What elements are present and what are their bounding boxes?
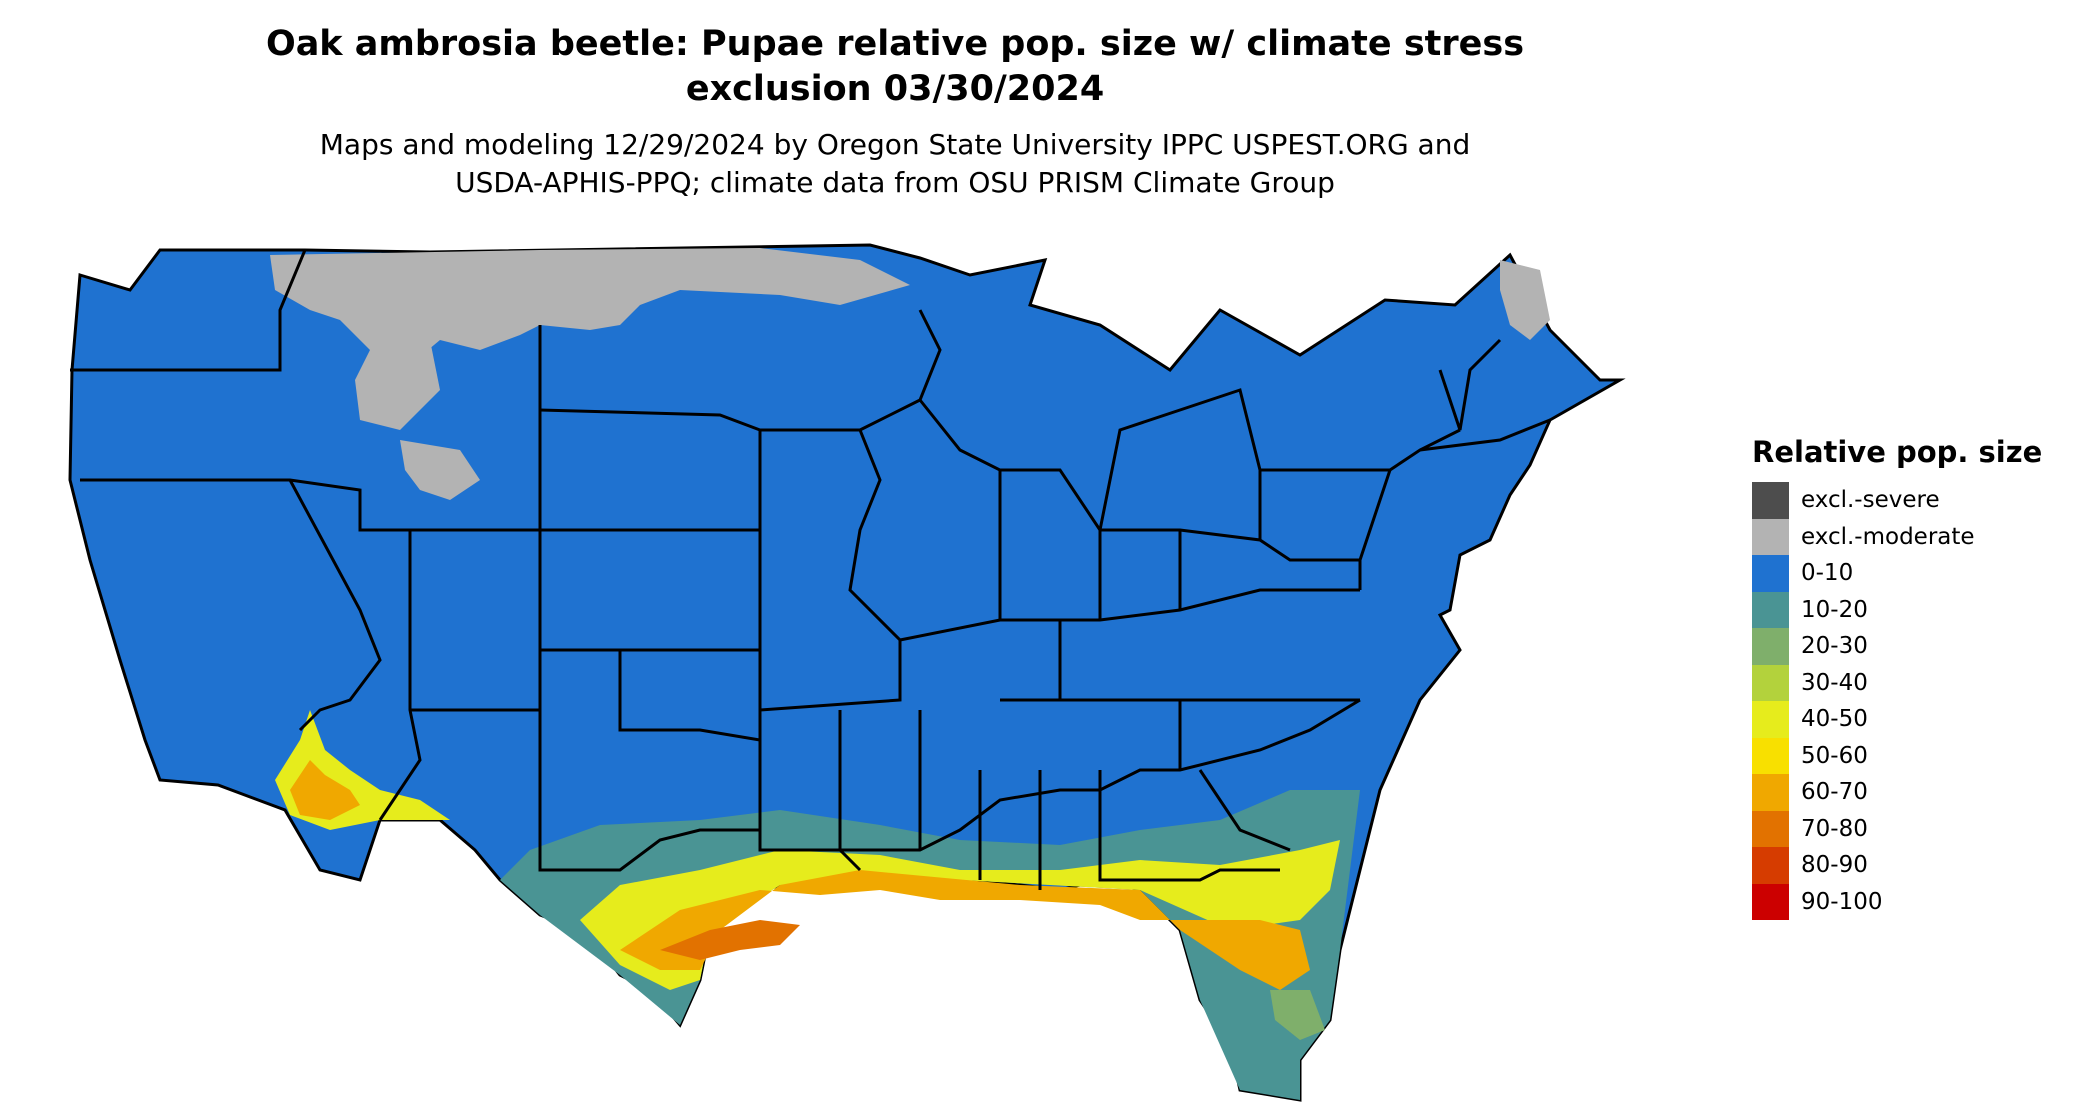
band-60-70-southwest bbox=[290, 760, 360, 820]
legend-label: 30-40 bbox=[1801, 669, 1868, 696]
legend-label: 20-30 bbox=[1801, 633, 1868, 660]
legend-label: 50-60 bbox=[1801, 742, 1868, 769]
legend-label: 10-20 bbox=[1801, 596, 1868, 623]
legend-swatch bbox=[1752, 591, 1789, 628]
excluded-colorado bbox=[400, 440, 480, 500]
subtitle-line1: Maps and modeling 12/29/2024 by Oregon S… bbox=[319, 128, 1471, 161]
legend-label: excl.-severe bbox=[1801, 487, 1940, 514]
legend-label: 60-70 bbox=[1801, 779, 1868, 806]
legend-item: excl.-severe bbox=[1752, 482, 2042, 519]
legend-label: 40-50 bbox=[1801, 706, 1868, 733]
map-subtitle: Maps and modeling 12/29/2024 by Oregon S… bbox=[0, 126, 1790, 202]
legend-swatch bbox=[1752, 883, 1789, 920]
legend-label: 70-80 bbox=[1801, 815, 1868, 842]
legend-label: 80-90 bbox=[1801, 852, 1868, 879]
legend-swatch bbox=[1752, 847, 1789, 884]
band-40-50 bbox=[580, 840, 1340, 990]
legend-item: 60-70 bbox=[1752, 774, 2042, 811]
legend-item: 10-20 bbox=[1752, 591, 2042, 628]
legend-swatch bbox=[1752, 482, 1789, 519]
us-landmass bbox=[68, 243, 1626, 1102]
legend-item: 50-60 bbox=[1752, 737, 2042, 774]
excluded-wyoming bbox=[355, 330, 440, 430]
legend-swatch bbox=[1752, 628, 1789, 665]
subtitle-line2: USDA-APHIS-PPQ; climate data from OSU PR… bbox=[455, 166, 1335, 199]
legend-rows: excl.-severe excl.-moderate 0-10 10-20 20-30… bbox=[1752, 482, 2042, 920]
legend-swatch bbox=[1752, 737, 1789, 774]
legend-swatch bbox=[1752, 555, 1789, 592]
legend-item: 20-30 bbox=[1752, 628, 2042, 665]
band-70-80 bbox=[660, 920, 800, 960]
legend-swatch bbox=[1752, 664, 1789, 701]
legend-item: 80-90 bbox=[1752, 847, 2042, 884]
title-block: Oak ambrosia beetle: Pupae relative pop.… bbox=[0, 22, 1790, 202]
legend-label: excl.-moderate bbox=[1801, 523, 1975, 550]
legend-label: 0-10 bbox=[1801, 560, 1854, 587]
us-map bbox=[68, 243, 1626, 1102]
band-60-70 bbox=[620, 870, 1310, 990]
legend-item: 0-10 bbox=[1752, 555, 2042, 592]
excluded-montana bbox=[270, 250, 540, 365]
legend-item: 40-50 bbox=[1752, 701, 2042, 738]
excluded-maine bbox=[1500, 260, 1550, 340]
legend-swatch bbox=[1752, 701, 1789, 738]
legend-swatch bbox=[1752, 774, 1789, 811]
legend-item: 90-100 bbox=[1752, 883, 2042, 920]
legend-label: 90-100 bbox=[1801, 888, 1883, 915]
map-title-line2: exclusion 03/30/2024 bbox=[685, 69, 1105, 109]
legend-item: 70-80 bbox=[1752, 810, 2042, 847]
excluded-dakotas bbox=[540, 248, 910, 330]
map-legend: Relative pop. size excl.-severe excl.-mod… bbox=[1752, 432, 2042, 920]
legend-swatch bbox=[1752, 518, 1789, 555]
state-borders bbox=[70, 249, 1551, 890]
legend-title: Relative pop. size bbox=[1752, 435, 2043, 469]
legend-item: 30-40 bbox=[1752, 664, 2042, 701]
legend-item: excl.-moderate bbox=[1752, 518, 2042, 555]
map-title-line1: Oak ambrosia beetle: Pupae relative pop.… bbox=[265, 24, 1525, 64]
legend-swatch bbox=[1752, 810, 1789, 847]
band-10-20-florida bbox=[1270, 990, 1325, 1040]
